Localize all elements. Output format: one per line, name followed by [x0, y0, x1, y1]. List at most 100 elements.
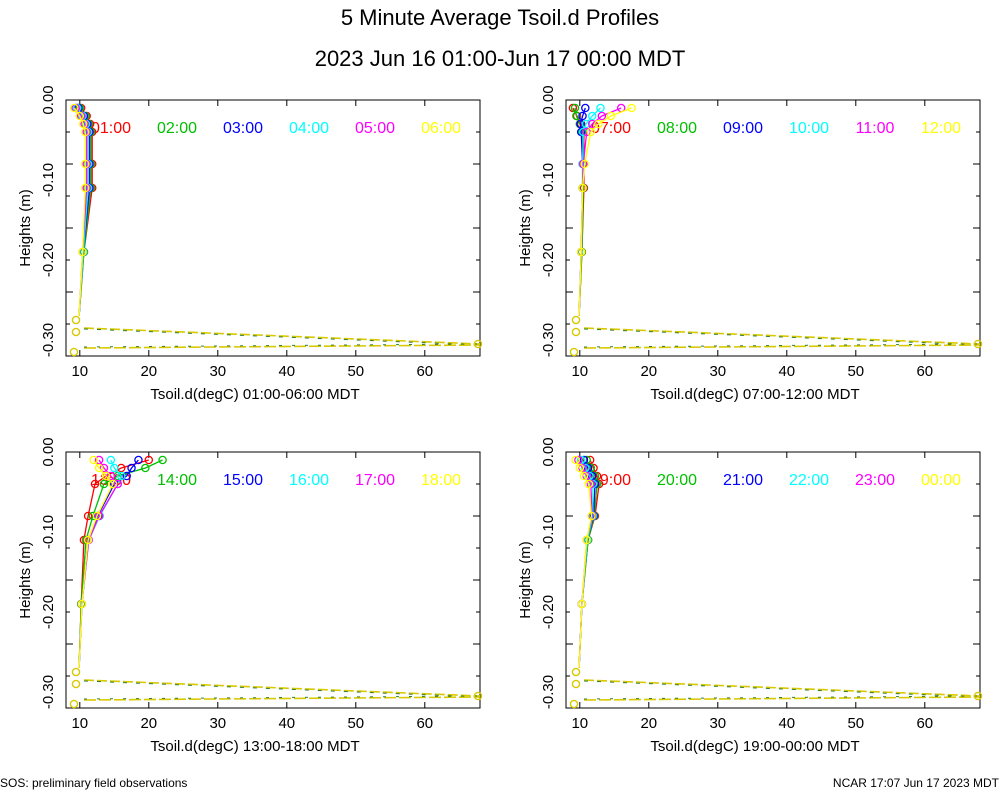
legend-entry: 16:00 [289, 472, 329, 489]
data-point [81, 159, 90, 169]
data-point [75, 111, 85, 121]
data-point [578, 111, 587, 121]
data-point [576, 247, 586, 257]
deep-trace-line [583, 344, 981, 349]
legend-entry: 06:00 [421, 120, 461, 137]
legend-entry: 12:00 [921, 120, 961, 137]
legend-entry: 05:00 [355, 120, 395, 137]
deep-trace-line [83, 343, 481, 348]
y-tick-label: -0.30 [40, 675, 57, 709]
x-tick-label: 10 [71, 363, 88, 380]
data-point [594, 119, 603, 129]
series-line [73, 107, 86, 317]
data-point [584, 479, 594, 489]
data-point [92, 511, 102, 521]
deep-point [569, 699, 579, 709]
data-point [134, 455, 143, 465]
deep-trace-line [583, 328, 981, 346]
data-point [572, 111, 581, 121]
data-point [587, 111, 597, 121]
data-point [578, 183, 587, 193]
chart-subtitle: 2023 Jun 16 01:00-Jun 17 00:00 MDT [314, 46, 686, 71]
deep-trace-line [583, 679, 981, 697]
legend-entry: 02:00 [157, 120, 197, 137]
data-point [77, 599, 87, 609]
deep-trace-line [583, 343, 981, 348]
plot-panel-3: 10 20 30 40 50 60 0.00 -0.10 -0.20 -0.30 Tsoil.d(d… [17, 437, 483, 755]
y-tick-label: -0.30 [540, 323, 557, 357]
legend-entry: 22:00 [789, 472, 829, 489]
legend-entry: 04:00 [289, 120, 329, 137]
series-line [78, 459, 119, 669]
footer-timestamp: NCAR 17:07 Jun 17 2023 MDT [832, 776, 999, 790]
x-tick-label: 40 [278, 715, 295, 732]
x-tick-label: 20 [640, 363, 657, 380]
data-point [578, 463, 587, 473]
data-point [582, 455, 591, 465]
deep-point [69, 347, 79, 357]
deep-point [71, 667, 81, 677]
data-point [583, 463, 593, 473]
y-axis-label: Heights (m) [517, 541, 534, 619]
data-point [122, 471, 131, 481]
x-tick-label: 60 [916, 715, 933, 732]
legend-entry: 07:00 [591, 120, 631, 137]
x-axis-label: Tsoil.d(degC) 07:00-12:00 MDT [650, 386, 859, 403]
data-point [587, 471, 597, 481]
plot-panel-2: 10 20 30 40 50 60 0.00 -0.10 -0.20 -0.30 Tsoil.d(d… [517, 85, 983, 403]
deep-point [571, 667, 581, 677]
deep-trace-line [583, 696, 981, 701]
deep-point [473, 339, 483, 349]
x-tick-label: 30 [709, 363, 726, 380]
plot-frame [65, 99, 481, 357]
deep-point [571, 315, 581, 325]
deep-point [571, 679, 581, 689]
data-point [585, 471, 594, 481]
y-axis-label: Heights (m) [17, 189, 34, 267]
data-point [575, 463, 585, 473]
data-point [590, 471, 600, 481]
data-point [570, 103, 580, 113]
x-tick-label: 10 [571, 363, 588, 380]
x-tick-label: 10 [571, 715, 588, 732]
y-tick-label: -0.30 [540, 675, 557, 709]
deep-point [473, 691, 483, 701]
data-point [589, 463, 598, 473]
deep-trace-line [583, 680, 981, 698]
data-point [78, 247, 87, 257]
legend-entry: 23:00 [855, 472, 895, 489]
legend-entry: 14:00 [157, 472, 197, 489]
deep-trace-line [83, 680, 481, 698]
series-line [578, 107, 622, 317]
data-point [574, 455, 583, 465]
data-point [89, 455, 98, 465]
data-point [581, 103, 590, 113]
deep-point [71, 327, 81, 337]
legend-entry: 11:00 [856, 120, 895, 137]
legend-entry: 21:00 [723, 472, 763, 489]
legend-entry: 09:00 [723, 120, 763, 137]
footer-note: SOS: preliminary field observations [0, 776, 188, 790]
x-tick-label: 30 [209, 363, 226, 380]
plot-panel-1: 10 20 30 40 50 60 0.00 -0.10 -0.20 -0.30 Tsoil.d(d… [17, 85, 483, 403]
legend-entry: 18:00 [421, 472, 461, 489]
data-point [576, 119, 585, 129]
legend-entry: 01:00 [91, 120, 131, 137]
data-point [571, 455, 580, 465]
legend-entry: 17:00 [355, 472, 395, 489]
deep-point [973, 691, 983, 701]
data-point [127, 463, 136, 473]
x-tick-label: 50 [847, 715, 864, 732]
data-point [110, 463, 119, 473]
data-point [116, 471, 126, 481]
y-tick-label: 0.00 [40, 85, 57, 114]
x-axis-label: Tsoil.d(degC) 19:00-00:00 MDT [650, 738, 859, 755]
x-axis-label: Tsoil.d(degC) 13:00-18:00 MDT [150, 738, 359, 755]
deep-point [973, 339, 983, 349]
deep-point [69, 699, 79, 709]
legend-entry: 03:00 [223, 120, 263, 137]
x-tick-label: 50 [347, 363, 364, 380]
y-tick-label: -0.10 [540, 163, 557, 197]
data-point [81, 183, 90, 193]
deep-point [71, 315, 81, 325]
